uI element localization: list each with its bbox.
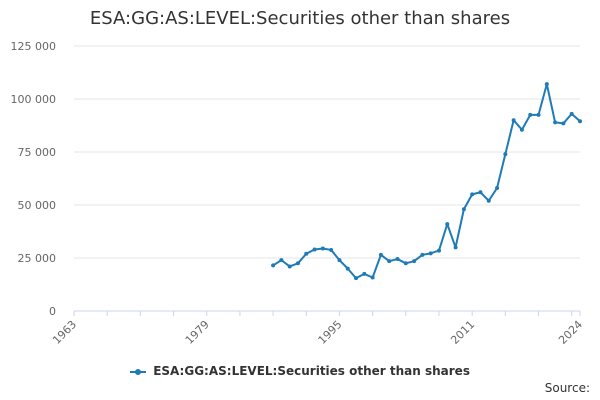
x-axis-ticks: 1963 1979 1995 2011 2024 — [50, 318, 585, 347]
data-point[interactable] — [495, 186, 500, 191]
data-point[interactable] — [528, 112, 533, 117]
data-point[interactable] — [486, 198, 491, 203]
chart-axes — [73, 310, 581, 316]
legend-marker-icon — [130, 368, 147, 375]
data-point[interactable] — [436, 248, 441, 253]
data-point[interactable] — [362, 271, 367, 276]
y-tick-label: 100 000 — [11, 93, 57, 106]
data-point[interactable] — [370, 275, 375, 280]
data-point[interactable] — [387, 259, 392, 264]
data-point[interactable] — [478, 190, 483, 195]
legend-item-label[interactable]: ESA:GG:AS:LEVEL:Securities other than sh… — [153, 364, 470, 378]
y-tick-label: 125 000 — [11, 40, 57, 53]
legend[interactable]: ESA:GG:AS:LEVEL:Securities other than sh… — [0, 364, 600, 378]
data-point[interactable] — [569, 111, 574, 116]
series-line[interactable] — [272, 83, 581, 280]
y-tick-label: 0 — [49, 305, 56, 318]
data-point[interactable] — [578, 119, 582, 124]
data-point[interactable] — [412, 259, 417, 264]
data-point[interactable] — [295, 261, 300, 266]
data-point[interactable] — [287, 264, 292, 269]
data-point[interactable] — [561, 121, 566, 126]
data-point[interactable] — [503, 152, 508, 157]
y-tick-label: 75 000 — [18, 146, 57, 159]
y-axis-ticks: 0 25 000 50 000 75 000 100 000 125 000 — [11, 40, 57, 318]
data-point[interactable] — [279, 258, 284, 263]
x-tick-label: 1963 — [50, 318, 79, 347]
data-point[interactable] — [445, 222, 450, 227]
y-tick-label: 25 000 — [18, 252, 57, 265]
source-label: Source: — [544, 381, 590, 395]
data-point[interactable] — [453, 245, 458, 250]
x-tick-label: 1995 — [316, 318, 345, 347]
data-point[interactable] — [519, 127, 524, 132]
data-point[interactable] — [511, 118, 516, 123]
data-point[interactable] — [544, 82, 549, 87]
data-point[interactable] — [312, 247, 317, 252]
data-point[interactable] — [329, 247, 334, 252]
grid-lines — [74, 45, 580, 259]
data-point[interactable] — [304, 251, 309, 256]
data-point[interactable] — [420, 252, 425, 257]
data-point[interactable] — [395, 257, 400, 262]
x-tick-label: 2024 — [556, 318, 585, 347]
y-tick-label: 50 000 — [18, 199, 57, 212]
data-point[interactable] — [320, 246, 325, 251]
data-point[interactable] — [536, 112, 541, 117]
data-point[interactable] — [461, 207, 466, 212]
data-point[interactable] — [403, 261, 408, 266]
series-points[interactable] — [271, 82, 582, 281]
chart-title: ESA:GG:AS:LEVEL:Securities other than sh… — [89, 8, 511, 29]
data-point[interactable] — [553, 120, 558, 125]
data-point[interactable] — [271, 263, 276, 268]
x-tick-label: 1979 — [183, 318, 212, 347]
data-point[interactable] — [345, 266, 350, 271]
data-point[interactable] — [428, 251, 433, 256]
data-point[interactable] — [337, 258, 342, 263]
series-path[interactable] — [272, 83, 581, 280]
data-point[interactable] — [354, 276, 359, 281]
data-point[interactable] — [378, 252, 383, 257]
x-tick-label: 2011 — [448, 318, 477, 347]
data-point[interactable] — [470, 192, 475, 197]
